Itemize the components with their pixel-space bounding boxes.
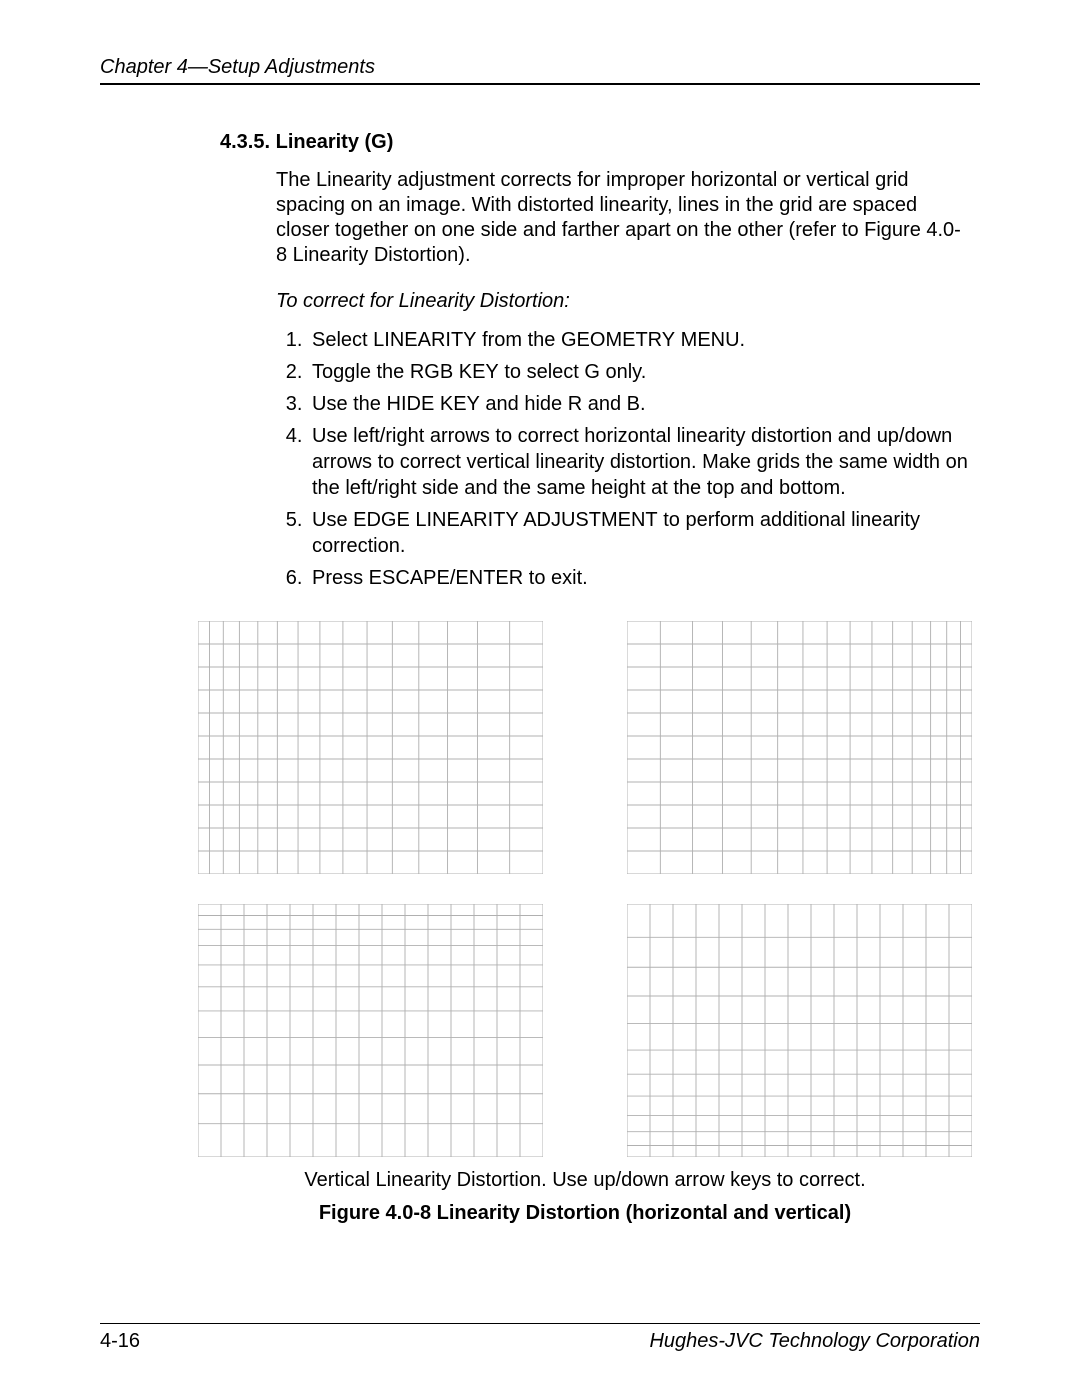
step-text: /E [450,567,469,589]
step-text: . [740,329,746,351]
section-heading: 4.3.5. Linearity (G) [220,131,970,154]
grid-bottom-right [627,904,972,1157]
grid-top-left [198,621,543,874]
figure-block: Vertical Linearity Distortion. Use up/do… [190,621,980,1225]
section-paragraph: The Linearity adjustment corrects for im… [276,168,970,268]
step-text: DJUSTMENT [537,509,658,531]
step-text: INEARITY [427,509,519,531]
step-3: Use the HIDE KEY and hide R and B. [308,391,970,417]
step-text: Use E [312,509,366,531]
step-text: to select G only. [499,361,646,383]
figure-caption-line: Vertical Linearity Distortion. Use up/do… [190,1169,980,1192]
step-text: from the G [477,329,577,351]
step-1: Select LINEARITY from the GEOMETRY MENU. [308,327,970,353]
step-text: Use the H [312,393,401,415]
step-4: Use left/right arrows to correct horizon… [308,423,970,501]
step-text: IDE [401,393,434,415]
step-6: Press ESCAPE/ENTER to exit. [308,565,970,591]
step-text: ENU [697,329,739,351]
step-text: NTER [469,567,523,589]
step-text: Press E [312,567,382,589]
page-footer: 4-16 Hughes-JVC Technology Corporation [100,1323,980,1353]
content-body: 4.3.5. Linearity (G) The Linearity adjus… [220,131,970,591]
steps-list: Select LINEARITY from the GEOMETRY MENU.… [276,327,970,591]
step-text: and hide R and B. [480,393,646,415]
step-text: Select L [312,329,384,351]
figure-caption-bold: Figure 4.0-8 Linearity Distortion (horiz… [190,1202,980,1225]
step-text: L [410,509,427,531]
corporation-name: Hughes-JVC Technology Corporation [649,1330,980,1353]
step-2: Toggle the RGB KEY to select G only. [308,359,970,385]
instruction-lead: To correct for Linearity Distortion: [276,290,970,313]
step-text: Toggle the RGB [312,361,459,383]
step-text: EOMETRY [577,329,676,351]
step-text: EY [453,393,480,415]
grid-bottom-left [198,904,543,1157]
step-text: INEARITY [384,329,476,351]
step-text: M [675,329,697,351]
step-text: DGE [366,509,409,531]
step-text: KEY [459,361,499,383]
chapter-header: Chapter 4—Setup Adjustments [100,56,980,85]
step-text: to exit. [523,567,587,589]
step-text: SCAPE [382,567,450,589]
step-text: K [434,393,453,415]
step-5: Use EDGE LINEARITY ADJUSTMENT to perform… [308,507,970,559]
step-text: A [519,509,537,531]
page-number: 4-16 [100,1330,140,1353]
grid-top-right [627,621,972,874]
